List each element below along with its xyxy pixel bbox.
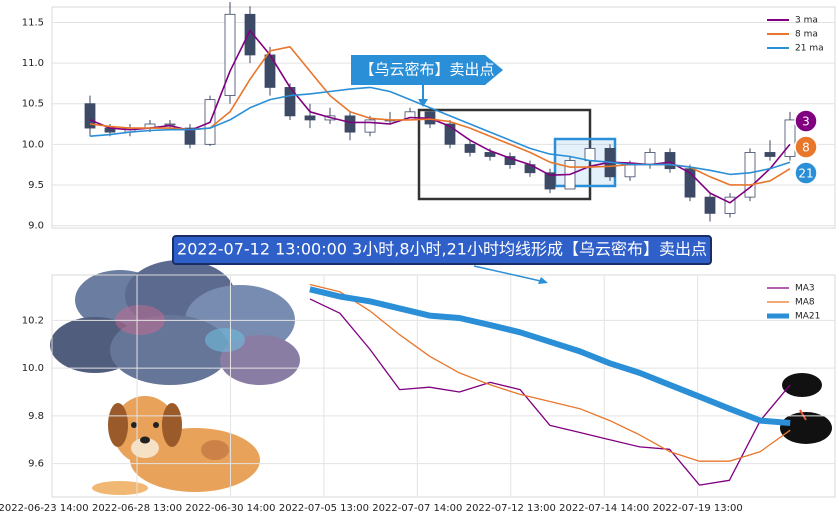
x-tick-label: 2022-06-28 13:00 <box>92 503 182 514</box>
ma-line <box>309 298 791 486</box>
y-tick-label: 9.8 <box>28 411 44 422</box>
candle-body <box>704 196 716 214</box>
ma-line <box>309 286 791 426</box>
candle-body <box>724 196 736 214</box>
legend-label: MA8 <box>795 298 815 308</box>
y-tick-label: 9.6 <box>28 459 44 470</box>
candle-body <box>344 115 356 133</box>
candle-body <box>304 115 316 121</box>
ma-line <box>89 86 791 176</box>
candle-body <box>484 152 496 157</box>
dark-cloud-icon <box>780 373 832 444</box>
legend-label: 3 ma <box>795 16 818 26</box>
dog-illustration <box>92 396 260 495</box>
candle-body <box>224 13 236 96</box>
y-tick-label: 10.2 <box>22 315 44 326</box>
candle-body <box>684 168 696 198</box>
y-tick-label: 10.0 <box>22 139 44 150</box>
y-tick-label: 10.5 <box>22 99 44 110</box>
annotation-text: 【乌云密布】卖出点 <box>359 61 494 79</box>
plot-frame <box>51 6 836 229</box>
end-badge <box>794 109 818 133</box>
candle-body <box>184 127 196 145</box>
end-badge-label: 3 <box>802 115 810 129</box>
x-tick-label: 2022-07-07 14:00 <box>372 503 462 514</box>
candle-body <box>744 152 756 198</box>
y-tick-label: 9.5 <box>28 180 44 191</box>
candle-body <box>624 164 636 178</box>
legend-label: 8 ma <box>795 30 818 40</box>
plot-frame <box>51 274 836 498</box>
end-badge-label: 8 <box>802 141 810 155</box>
x-tick-label: 2022-06-30 14:00 <box>185 503 275 514</box>
candle-body <box>664 152 676 170</box>
candle-body <box>364 119 376 133</box>
end-badge <box>794 161 818 185</box>
y-tick-label: 9.0 <box>28 221 44 232</box>
cloud-illustration <box>50 260 300 385</box>
x-tick-label: 2022-07-19 13:00 <box>653 503 743 514</box>
annotation: 【乌云密布】卖出点 <box>351 55 503 107</box>
legend: MA3 MA8 MA21 <box>767 284 820 322</box>
candle-body <box>444 123 456 145</box>
candle-body <box>84 103 96 129</box>
candle-body <box>464 143 476 153</box>
candle-body <box>244 13 256 56</box>
candle-body <box>764 152 776 157</box>
x-tick-label: 2022-07-12 13:00 <box>466 503 556 514</box>
legend-label: MA21 <box>795 312 820 322</box>
candle-body <box>784 119 796 157</box>
y-tick-label: 11.0 <box>22 58 44 69</box>
legend: 3 ma 8 ma 21 ma <box>767 16 824 54</box>
ma-line <box>89 29 791 204</box>
end-badge-label: 21 <box>798 167 813 181</box>
x-tick-label: 2022-07-14 14:00 <box>559 503 649 514</box>
x-tick-label: 2022-07-05 13:00 <box>279 503 369 514</box>
banner: 2022-07-12 13:00:00 3小时,8小时,21小时均线形成【乌云密… <box>172 235 712 284</box>
candle-body <box>544 172 556 190</box>
end-badge <box>794 135 818 159</box>
ma-line <box>309 283 791 462</box>
candle-body <box>644 152 656 166</box>
banner-text: 2022-07-12 13:00:00 3小时,8小时,21小时均线形成【乌云密… <box>177 240 707 259</box>
legend-label: MA3 <box>795 284 815 294</box>
candle-body <box>584 147 596 161</box>
x-tick-label: 2022-06-23 14:00 <box>0 503 89 514</box>
legend-label: 21 ma <box>795 44 824 54</box>
y-tick-label: 10.0 <box>22 363 44 374</box>
y-tick-label: 11.5 <box>22 17 44 28</box>
